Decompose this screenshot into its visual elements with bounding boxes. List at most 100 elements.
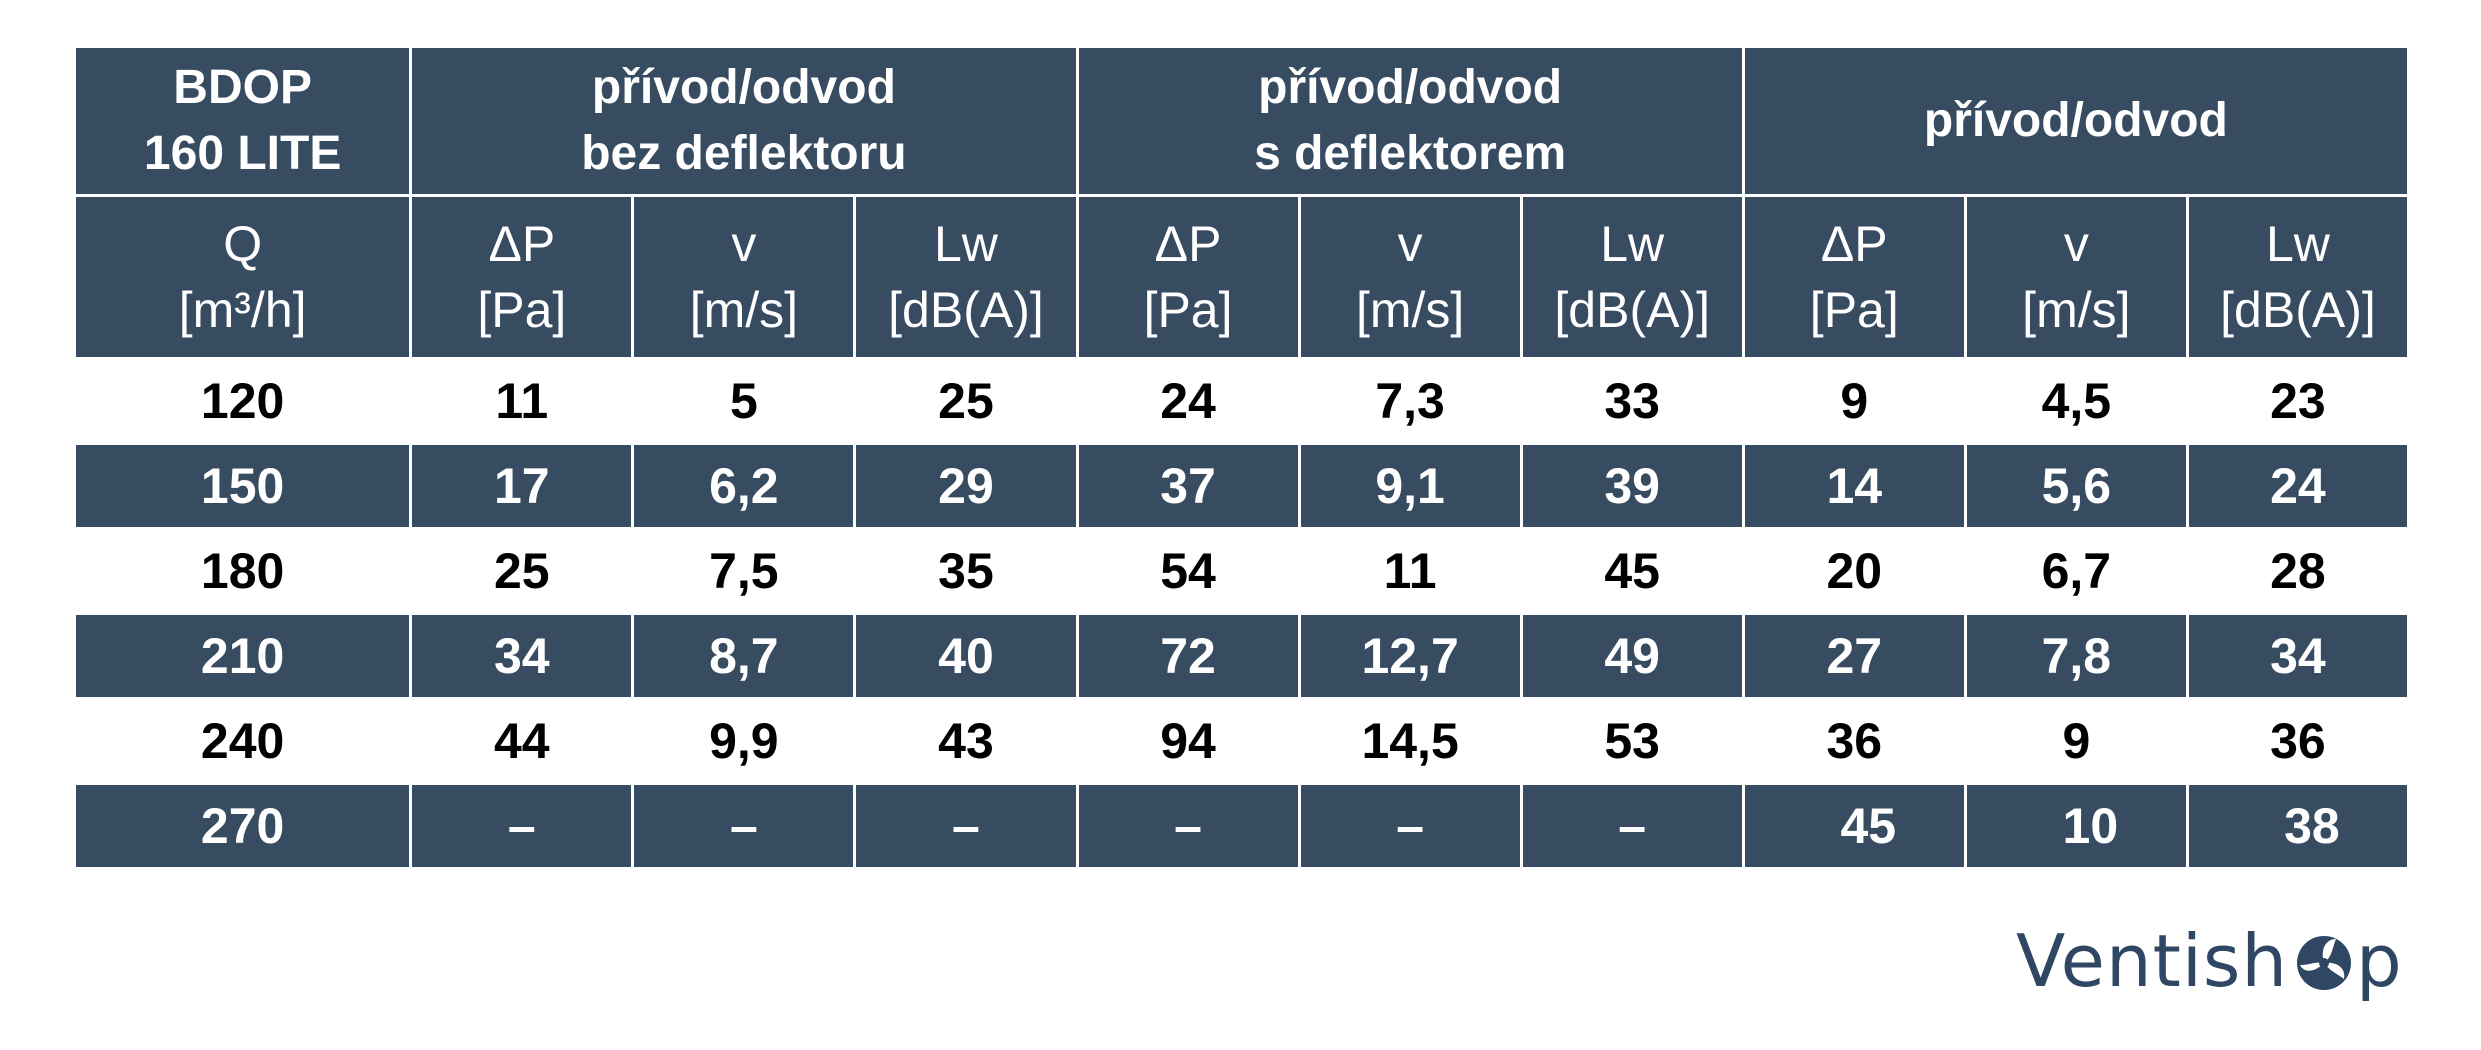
table-cell: 24 — [1075, 357, 1301, 445]
column-symbol: v — [2063, 216, 2089, 272]
table-cell: 14,5 — [1297, 697, 1523, 785]
flow-cell: 180 — [72, 527, 413, 615]
cell-value: 25 — [938, 373, 994, 429]
column-header: Q [m³/h] — [72, 194, 413, 360]
cell-value: 29 — [938, 458, 994, 514]
column-header: Lw [dB(A)] — [1519, 194, 1745, 360]
column-header: ΔP [Pa] — [1075, 194, 1301, 360]
model-name: BDOP — [173, 61, 312, 114]
cell-value: 180 — [200, 543, 285, 599]
cell-value: 270 — [200, 798, 285, 854]
table-cell: 8,7 — [631, 612, 857, 700]
column-header: v [m/s] — [631, 194, 857, 360]
column-header-row: Q [m³/h] ΔP [Pa] v [m/s] Lw [dB(A)] ΔP [Pa] v [m/s]… — [72, 194, 2411, 360]
cell-value: 34 — [494, 628, 550, 684]
table-cell: 49 — [1519, 612, 1745, 700]
table-cell: 34 — [409, 612, 635, 700]
cell-value: – — [507, 798, 536, 854]
table-row: 270 – – – – – – 45 10 38 — [72, 782, 2411, 870]
cell-value: 23 — [2270, 373, 2326, 429]
cell-value: 44 — [494, 713, 550, 769]
column-header: ΔP [Pa] — [1741, 194, 1967, 360]
table-row: 150 17 6,2 29 37 9,1 39 14 5,6 24 — [72, 442, 2411, 530]
cell-value: – — [952, 798, 980, 854]
cell-value: 28 — [2270, 543, 2326, 599]
cell-value: 7,3 — [1375, 373, 1445, 429]
cell-value: – — [1174, 798, 1202, 854]
cell-value: 36 — [2270, 713, 2326, 769]
table-cell: 6,7 — [1963, 527, 2189, 615]
model-variant: 160 LITE — [143, 127, 342, 180]
table-cell: 9 — [1963, 697, 2189, 785]
cell-value: 45 — [1840, 798, 1897, 854]
table-cell: – — [1519, 782, 1745, 870]
table-row: 120 11 5 25 24 7,3 33 9 4,5 23 — [72, 357, 2411, 445]
cell-value: 120 — [200, 373, 285, 429]
column-symbol: Lw — [1600, 216, 1665, 272]
table-cell: 23 — [2185, 357, 2411, 445]
column-header: v [m/s] — [1963, 194, 2189, 360]
spec-table: BDOP 160 LITE přívod/odvod bez deflektor… — [72, 45, 2411, 870]
table-row: 240 44 9,9 43 94 14,5 53 36 9 36 — [72, 697, 2411, 785]
cell-value: 36 — [1826, 713, 1883, 769]
table-cell: 10 — [1963, 782, 2189, 870]
column-symbol: ΔP — [1154, 216, 1222, 272]
table-cell: – — [409, 782, 635, 870]
table-body: 120 11 5 25 24 7,3 33 9 4,5 23 150 17 6,2 29 37 9,1 39 14… — [72, 357, 2411, 870]
column-symbol: ΔP — [488, 216, 556, 272]
cell-value: 40 — [938, 628, 994, 684]
column-unit: [dB(A)] — [888, 282, 1044, 338]
cell-value: 35 — [938, 543, 994, 599]
cell-value: 54 — [1160, 543, 1216, 599]
cell-value: 4,5 — [2041, 373, 2112, 429]
column-header: v [m/s] — [1297, 194, 1523, 360]
table-cell: 28 — [2185, 527, 2411, 615]
cell-value: 14,5 — [1361, 713, 1459, 769]
logo-text: Ventish — [2016, 919, 2288, 1003]
table-cell: 45 — [1741, 782, 1967, 870]
cell-value: 45 — [1604, 543, 1660, 599]
column-header: Lw [dB(A)] — [853, 194, 1079, 360]
flow-cell: 120 — [72, 357, 413, 445]
table-cell: 4,5 — [1963, 357, 2189, 445]
table-cell: 25 — [409, 527, 635, 615]
column-unit: [Pa] — [1809, 282, 1899, 338]
flow-cell: 240 — [72, 697, 413, 785]
table-cell: – — [1297, 782, 1523, 870]
column-header: ΔP [Pa] — [409, 194, 635, 360]
table-cell: 11 — [409, 357, 635, 445]
table-cell: 24 — [2185, 442, 2411, 530]
table-cell: 43 — [853, 697, 1079, 785]
table-cell: 9,9 — [631, 697, 857, 785]
table-cell: 54 — [1075, 527, 1301, 615]
cell-value: 9,9 — [709, 713, 779, 769]
group-header-supply-exhaust: přívod/odvod — [1741, 45, 2411, 197]
cell-value: 24 — [1160, 373, 1216, 429]
fan-o-icon — [2297, 936, 2351, 990]
cell-value: 8,7 — [709, 628, 779, 684]
column-symbol: Lw — [2265, 216, 2330, 272]
cell-value: 49 — [1604, 628, 1660, 684]
table-cell: – — [631, 782, 857, 870]
table-cell: 36 — [2185, 697, 2411, 785]
cell-value: 7,5 — [709, 543, 779, 599]
column-symbol: v — [1397, 216, 1423, 272]
column-symbol: v — [731, 216, 757, 272]
table-cell: 27 — [1741, 612, 1967, 700]
table-cell: 5 — [631, 357, 857, 445]
cell-value: 10 — [2062, 798, 2119, 854]
cell-value: 6,2 — [709, 458, 779, 514]
column-symbol: Lw — [934, 216, 998, 272]
group-header-without-deflector: přívod/odvod bez deflektoru — [409, 45, 1079, 197]
model-header: BDOP 160 LITE — [72, 45, 413, 197]
table-cell: 20 — [1741, 527, 1967, 615]
table-cell: 39 — [1519, 442, 1745, 530]
flow-cell: 150 — [72, 442, 413, 530]
column-unit: [dB(A)] — [2220, 282, 2376, 338]
cell-value: 5 — [729, 373, 758, 429]
cell-value: 9 — [1840, 373, 1869, 429]
column-header: Lw [dB(A)] — [2185, 194, 2411, 360]
cell-value: 12,7 — [1361, 628, 1459, 684]
table-cell: 14 — [1741, 442, 1967, 530]
column-unit: [m/s] — [689, 282, 799, 338]
